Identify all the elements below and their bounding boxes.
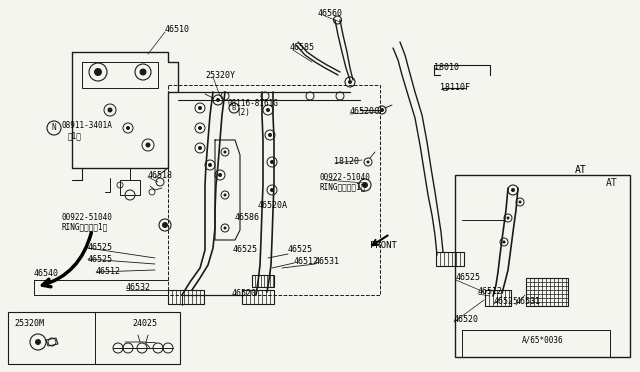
Circle shape [348, 80, 352, 84]
Circle shape [362, 182, 368, 188]
Circle shape [35, 339, 41, 345]
Circle shape [145, 142, 150, 148]
Text: 46518: 46518 [148, 170, 173, 180]
Bar [252, 275, 274, 287]
Bar [526, 278, 568, 306]
Circle shape [198, 146, 202, 150]
Text: 46512: 46512 [294, 257, 319, 266]
Circle shape [270, 188, 274, 192]
Circle shape [198, 106, 202, 110]
Text: 46520: 46520 [232, 289, 257, 298]
Circle shape [223, 151, 227, 154]
Text: N: N [52, 124, 56, 132]
Circle shape [511, 188, 515, 192]
Bar [8, 312, 180, 364]
Text: (2): (2) [236, 109, 250, 118]
Circle shape [223, 193, 227, 196]
Circle shape [108, 108, 113, 112]
Text: 08911-3401A: 08911-3401A [62, 122, 113, 131]
Circle shape [208, 163, 212, 167]
Text: 46531: 46531 [315, 257, 340, 266]
Text: 25320M: 25320M [14, 320, 44, 328]
Circle shape [126, 126, 130, 130]
Text: FRONT: FRONT [370, 241, 397, 250]
Text: 24025: 24025 [132, 320, 157, 328]
Text: 00922-51040: 00922-51040 [62, 214, 113, 222]
Text: 46532: 46532 [126, 282, 151, 292]
Circle shape [140, 68, 147, 76]
Circle shape [518, 201, 522, 203]
Text: 46512: 46512 [478, 288, 503, 296]
Circle shape [94, 68, 102, 76]
Text: 46520: 46520 [454, 315, 479, 324]
Circle shape [266, 108, 270, 112]
Text: 46531: 46531 [516, 298, 541, 307]
Text: 00922-51040: 00922-51040 [320, 173, 371, 183]
Text: 46512: 46512 [96, 267, 121, 276]
Bar [455, 175, 630, 357]
Text: 46525: 46525 [456, 273, 481, 282]
Circle shape [502, 241, 506, 244]
Circle shape [198, 126, 202, 130]
Text: B: B [232, 105, 236, 111]
Circle shape [270, 160, 274, 164]
Circle shape [380, 108, 384, 112]
Text: 46525: 46525 [288, 246, 313, 254]
Text: 46525: 46525 [88, 244, 113, 253]
Circle shape [367, 160, 369, 164]
Text: 25320Y: 25320Y [205, 71, 235, 80]
Text: 46520A: 46520A [258, 201, 288, 209]
Text: 46520C: 46520C [350, 108, 380, 116]
Circle shape [268, 133, 272, 137]
Text: AT: AT [606, 178, 618, 188]
Text: 46525: 46525 [494, 298, 519, 307]
Text: AT: AT [575, 165, 587, 175]
Text: 18110F: 18110F [440, 83, 470, 93]
Text: 46510: 46510 [165, 26, 190, 35]
Text: 46585: 46585 [290, 42, 315, 51]
Text: 18120: 18120 [334, 157, 359, 167]
Text: 18010: 18010 [434, 64, 459, 73]
Text: 08116-8161G: 08116-8161G [228, 99, 279, 108]
Circle shape [218, 173, 222, 177]
Bar [242, 290, 274, 304]
Bar [168, 290, 204, 304]
Text: RINGリング（1）: RINGリング（1） [62, 222, 108, 231]
Circle shape [216, 98, 220, 102]
Circle shape [162, 222, 168, 228]
Circle shape [223, 227, 227, 230]
Text: 46525: 46525 [88, 254, 113, 263]
Text: 46540: 46540 [34, 269, 59, 278]
Text: 46525: 46525 [233, 246, 258, 254]
Circle shape [506, 217, 509, 219]
Bar [485, 290, 511, 306]
Text: 46586: 46586 [235, 212, 260, 221]
Text: A/65*0036: A/65*0036 [522, 336, 564, 344]
Text: （1）: （1） [68, 131, 82, 141]
Bar [436, 252, 464, 266]
Text: RINGリング（1）: RINGリング（1） [320, 183, 366, 192]
Text: 46560: 46560 [318, 10, 343, 19]
